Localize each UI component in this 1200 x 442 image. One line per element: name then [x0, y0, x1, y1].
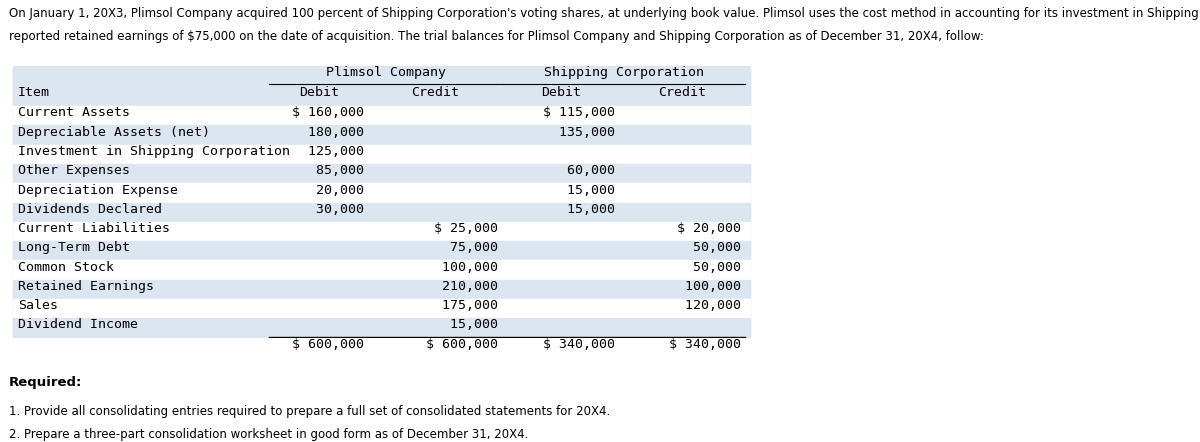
- Bar: [13, 126, 750, 145]
- Bar: [13, 280, 750, 299]
- Text: $ 600,000: $ 600,000: [426, 338, 498, 351]
- Text: Retained Earnings: Retained Earnings: [18, 280, 154, 293]
- Text: Current Assets: Current Assets: [18, 107, 130, 119]
- Text: 30,000: 30,000: [292, 203, 364, 216]
- Text: Item: Item: [18, 86, 50, 99]
- Text: 50,000: 50,000: [668, 261, 740, 274]
- Text: Other Expenses: Other Expenses: [18, 164, 130, 177]
- Text: 85,000: 85,000: [292, 164, 364, 177]
- Text: Dividend Income: Dividend Income: [18, 318, 138, 332]
- Bar: [13, 260, 750, 280]
- Text: 15,000: 15,000: [542, 183, 614, 197]
- Text: Current Liabilities: Current Liabilities: [18, 222, 170, 235]
- Text: Dividends Declared: Dividends Declared: [18, 203, 162, 216]
- Text: 175,000: 175,000: [426, 299, 498, 312]
- Bar: [13, 145, 750, 164]
- Text: 100,000: 100,000: [426, 261, 498, 274]
- Bar: [13, 106, 750, 126]
- Bar: [13, 183, 750, 202]
- Bar: [13, 241, 750, 260]
- Text: 125,000: 125,000: [292, 145, 364, 158]
- Text: Depreciation Expense: Depreciation Expense: [18, 183, 178, 197]
- Text: 50,000: 50,000: [668, 241, 740, 254]
- Text: Investment in Shipping Corporation: Investment in Shipping Corporation: [18, 145, 290, 158]
- Bar: [13, 299, 750, 318]
- Text: Credit: Credit: [412, 86, 460, 99]
- Text: 15,000: 15,000: [542, 203, 614, 216]
- Text: Credit: Credit: [659, 86, 707, 99]
- Text: Debit: Debit: [541, 86, 581, 99]
- Text: $ 340,000: $ 340,000: [668, 338, 740, 351]
- Text: 2. Prepare a three-part consolidation worksheet in good form as of December 31, : 2. Prepare a three-part consolidation wo…: [8, 428, 528, 442]
- Text: 180,000: 180,000: [292, 126, 364, 139]
- Bar: [13, 164, 750, 183]
- Text: reported retained earnings of $75,000 on the date of acquisition. The trial bala: reported retained earnings of $75,000 on…: [8, 30, 984, 43]
- Text: 120,000: 120,000: [668, 299, 740, 312]
- Text: 135,000: 135,000: [542, 126, 614, 139]
- Text: $ 25,000: $ 25,000: [434, 222, 498, 235]
- Text: Required:: Required:: [8, 376, 83, 389]
- Text: $ 20,000: $ 20,000: [677, 222, 740, 235]
- Text: 60,000: 60,000: [542, 164, 614, 177]
- Text: 15,000: 15,000: [426, 318, 498, 332]
- Text: 210,000: 210,000: [426, 280, 498, 293]
- Text: $ 340,000: $ 340,000: [542, 338, 614, 351]
- Text: 100,000: 100,000: [668, 280, 740, 293]
- Text: Depreciable Assets (net): Depreciable Assets (net): [18, 126, 210, 139]
- Bar: [13, 68, 750, 87]
- Text: Long-Term Debt: Long-Term Debt: [18, 241, 130, 254]
- Text: On January 1, 20X3, Plimsol Company acquired 100 percent of Shipping Corporation: On January 1, 20X3, Plimsol Company acqu…: [8, 7, 1200, 20]
- Text: Sales: Sales: [18, 299, 58, 312]
- Bar: [13, 87, 750, 106]
- Text: 75,000: 75,000: [426, 241, 498, 254]
- Text: Shipping Corporation: Shipping Corporation: [544, 66, 704, 79]
- Text: Common Stock: Common Stock: [18, 261, 114, 274]
- Bar: [13, 202, 750, 222]
- Bar: [13, 318, 750, 337]
- Text: Plimsol Company: Plimsol Company: [326, 66, 446, 79]
- Text: $ 600,000: $ 600,000: [292, 338, 364, 351]
- Text: 1. Provide all consolidating entries required to prepare a full set of consolida: 1. Provide all consolidating entries req…: [8, 405, 611, 418]
- Text: Debit: Debit: [299, 86, 338, 99]
- Text: 20,000: 20,000: [292, 183, 364, 197]
- Bar: [13, 222, 750, 241]
- Text: $ 160,000: $ 160,000: [292, 107, 364, 119]
- Bar: [13, 337, 750, 357]
- Text: $ 115,000: $ 115,000: [542, 107, 614, 119]
